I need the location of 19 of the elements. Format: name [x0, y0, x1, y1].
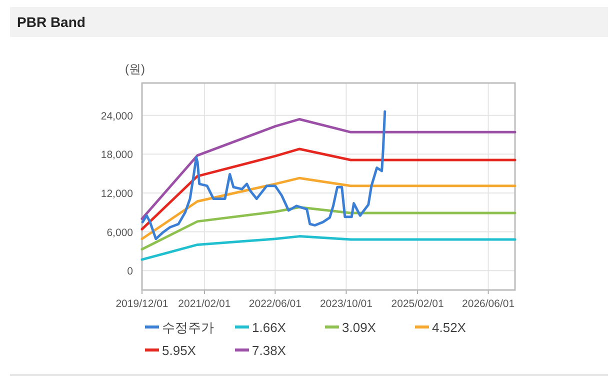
legend-label: 5.95X — [162, 343, 196, 358]
y-tick-label: 0 — [127, 266, 134, 278]
x-tick-label: 2019/12/01 — [116, 298, 168, 310]
x-tick-label: 2021/02/01 — [178, 298, 231, 310]
legend-label: 4.52X — [432, 320, 466, 335]
x-tick-label: 2023/10/01 — [320, 298, 373, 310]
x-tick-label: 2022/06/01 — [248, 298, 302, 310]
y-tick-label: 12,000 — [100, 188, 134, 200]
y-tick-label: 18,000 — [100, 149, 134, 162]
y-axis-title: (원) — [125, 62, 145, 76]
chart-title: PBR Band — [17, 14, 86, 30]
x-tick-label: 2026/06/01 — [462, 298, 515, 310]
y-tick-label: 6,000 — [106, 226, 134, 239]
x-tick-label: 2025/02/01 — [391, 298, 444, 310]
legend-label: 7.38X — [252, 343, 286, 358]
legend-label: 1.66X — [252, 320, 286, 335]
legend-label: 수정주가 — [162, 320, 214, 335]
y-tick-label: 24,000 — [100, 110, 134, 122]
legend-label: 3.09X — [342, 320, 376, 335]
